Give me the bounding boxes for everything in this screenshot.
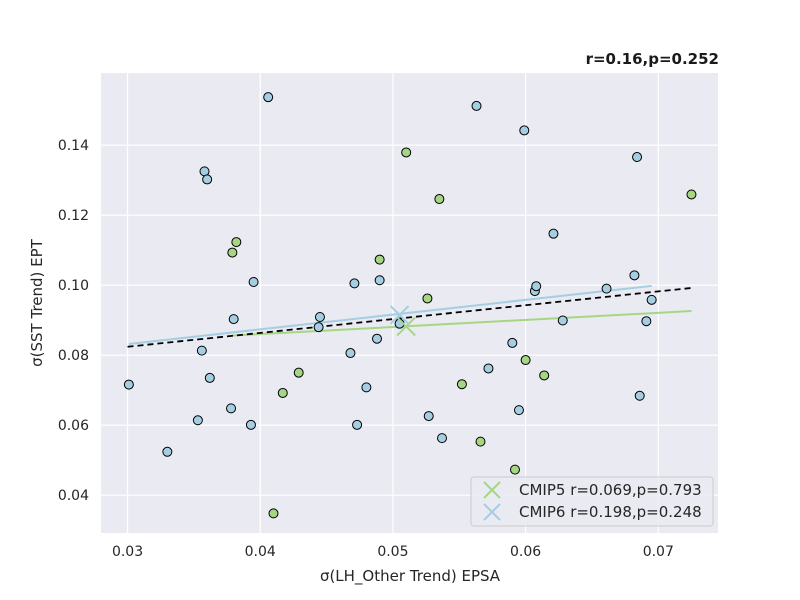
series-1-point [248, 276, 259, 287]
series-1-point [263, 92, 274, 103]
series-1-point [374, 275, 385, 286]
series-1-point [548, 228, 559, 239]
series-0-fit-line [232, 310, 692, 337]
series-1-point [245, 419, 256, 430]
overall-fit-line [127, 287, 692, 348]
series-1-point [519, 125, 530, 136]
grid-lines [101, 73, 718, 533]
series-0-point [227, 247, 238, 258]
series-1-point [471, 100, 482, 111]
series-1-point [345, 348, 356, 359]
series-0-point [277, 387, 288, 398]
y-tick-label: 0.12 [58, 208, 89, 224]
series-1-point [641, 316, 652, 327]
series-0-point [374, 254, 385, 265]
x-tick-label: 0.04 [245, 544, 276, 560]
x-tick-label: 0.07 [643, 544, 674, 560]
series-0-point [539, 370, 550, 381]
series-1-point [646, 294, 657, 305]
series-1-point [557, 315, 568, 326]
correlation-annotation: r=0.16,p=0.252 [586, 50, 719, 68]
series-1-point [349, 278, 360, 289]
series-0-point [434, 194, 445, 205]
x-tick-label: 0.03 [112, 544, 143, 560]
series-0-point [456, 379, 467, 390]
series-1-point [192, 415, 203, 426]
data-points [123, 92, 697, 519]
series-0-point [268, 508, 279, 519]
series-0-point [422, 293, 433, 304]
series-1-point [313, 322, 324, 333]
mean-markers [389, 305, 416, 337]
series-1-point [196, 345, 207, 356]
series-0-point [520, 355, 531, 366]
series-1-point [123, 379, 134, 390]
x-tick-label: 0.05 [377, 544, 408, 560]
y-tick-label: 0.10 [58, 278, 89, 294]
series-1-fit-line [128, 284, 652, 345]
series-1-point [629, 270, 640, 281]
series-1-point [352, 419, 363, 430]
series-0-point [401, 147, 412, 158]
series-1-point [483, 363, 494, 374]
series-1-point [423, 411, 434, 422]
series-1-point [513, 405, 524, 416]
series-0-point [231, 237, 242, 248]
series-0-point [475, 436, 486, 447]
fit-lines [127, 284, 692, 348]
y-tick-label: 0.06 [58, 418, 89, 434]
x-axis-label: σ(LH_Other Trend) EPSA [320, 567, 501, 586]
x-tick-label: 0.06 [510, 544, 541, 560]
series-0-point [509, 464, 520, 475]
plot-area [101, 73, 718, 533]
y-tick-labels: 0.04 0.06 0.08 0.10 0.12 0.14 [58, 138, 89, 504]
y-tick-label: 0.08 [58, 348, 89, 364]
series-1-point [162, 446, 173, 457]
y-tick-label: 0.04 [58, 488, 89, 504]
legend-box [470, 476, 714, 527]
series-1-point [314, 312, 325, 323]
legend-label-cmip5: CMIP5 r=0.069,p=0.793 [519, 481, 702, 499]
x-tick-labels: 0.03 0.04 0.05 0.06 0.07 [112, 544, 674, 560]
legend-label-cmip6: CMIP6 r=0.198,p=0.248 [519, 503, 702, 521]
series-1-point [632, 152, 643, 163]
series-1-point [531, 281, 542, 292]
series-1-point [371, 333, 382, 344]
series-1-point [507, 337, 518, 348]
series-0-point [293, 367, 304, 378]
legend-marker-cmip5 [483, 481, 501, 499]
series-1-point [228, 314, 239, 325]
legend: CMIP5 r=0.069,p=0.793 CMIP6 r=0.198,p=0.… [470, 476, 714, 527]
legend-marker-cmip6 [483, 503, 501, 521]
series-1-mean-marker [389, 305, 410, 325]
series-1-point [204, 372, 215, 383]
series-1-point [202, 174, 213, 185]
y-axis-label: σ(SST Trend) EPT [28, 238, 46, 367]
series-0-mean-marker [396, 316, 416, 337]
legend-cross-cmip6 [483, 503, 501, 521]
series-1-point [437, 433, 448, 444]
series-0-point [686, 189, 697, 200]
series-1-point [361, 382, 372, 393]
y-tick-label: 0.14 [58, 138, 89, 154]
series-1-point [634, 390, 645, 401]
legend-cross-cmip5 [483, 481, 501, 499]
series-1-point [601, 283, 612, 294]
series-1-point [226, 403, 237, 414]
